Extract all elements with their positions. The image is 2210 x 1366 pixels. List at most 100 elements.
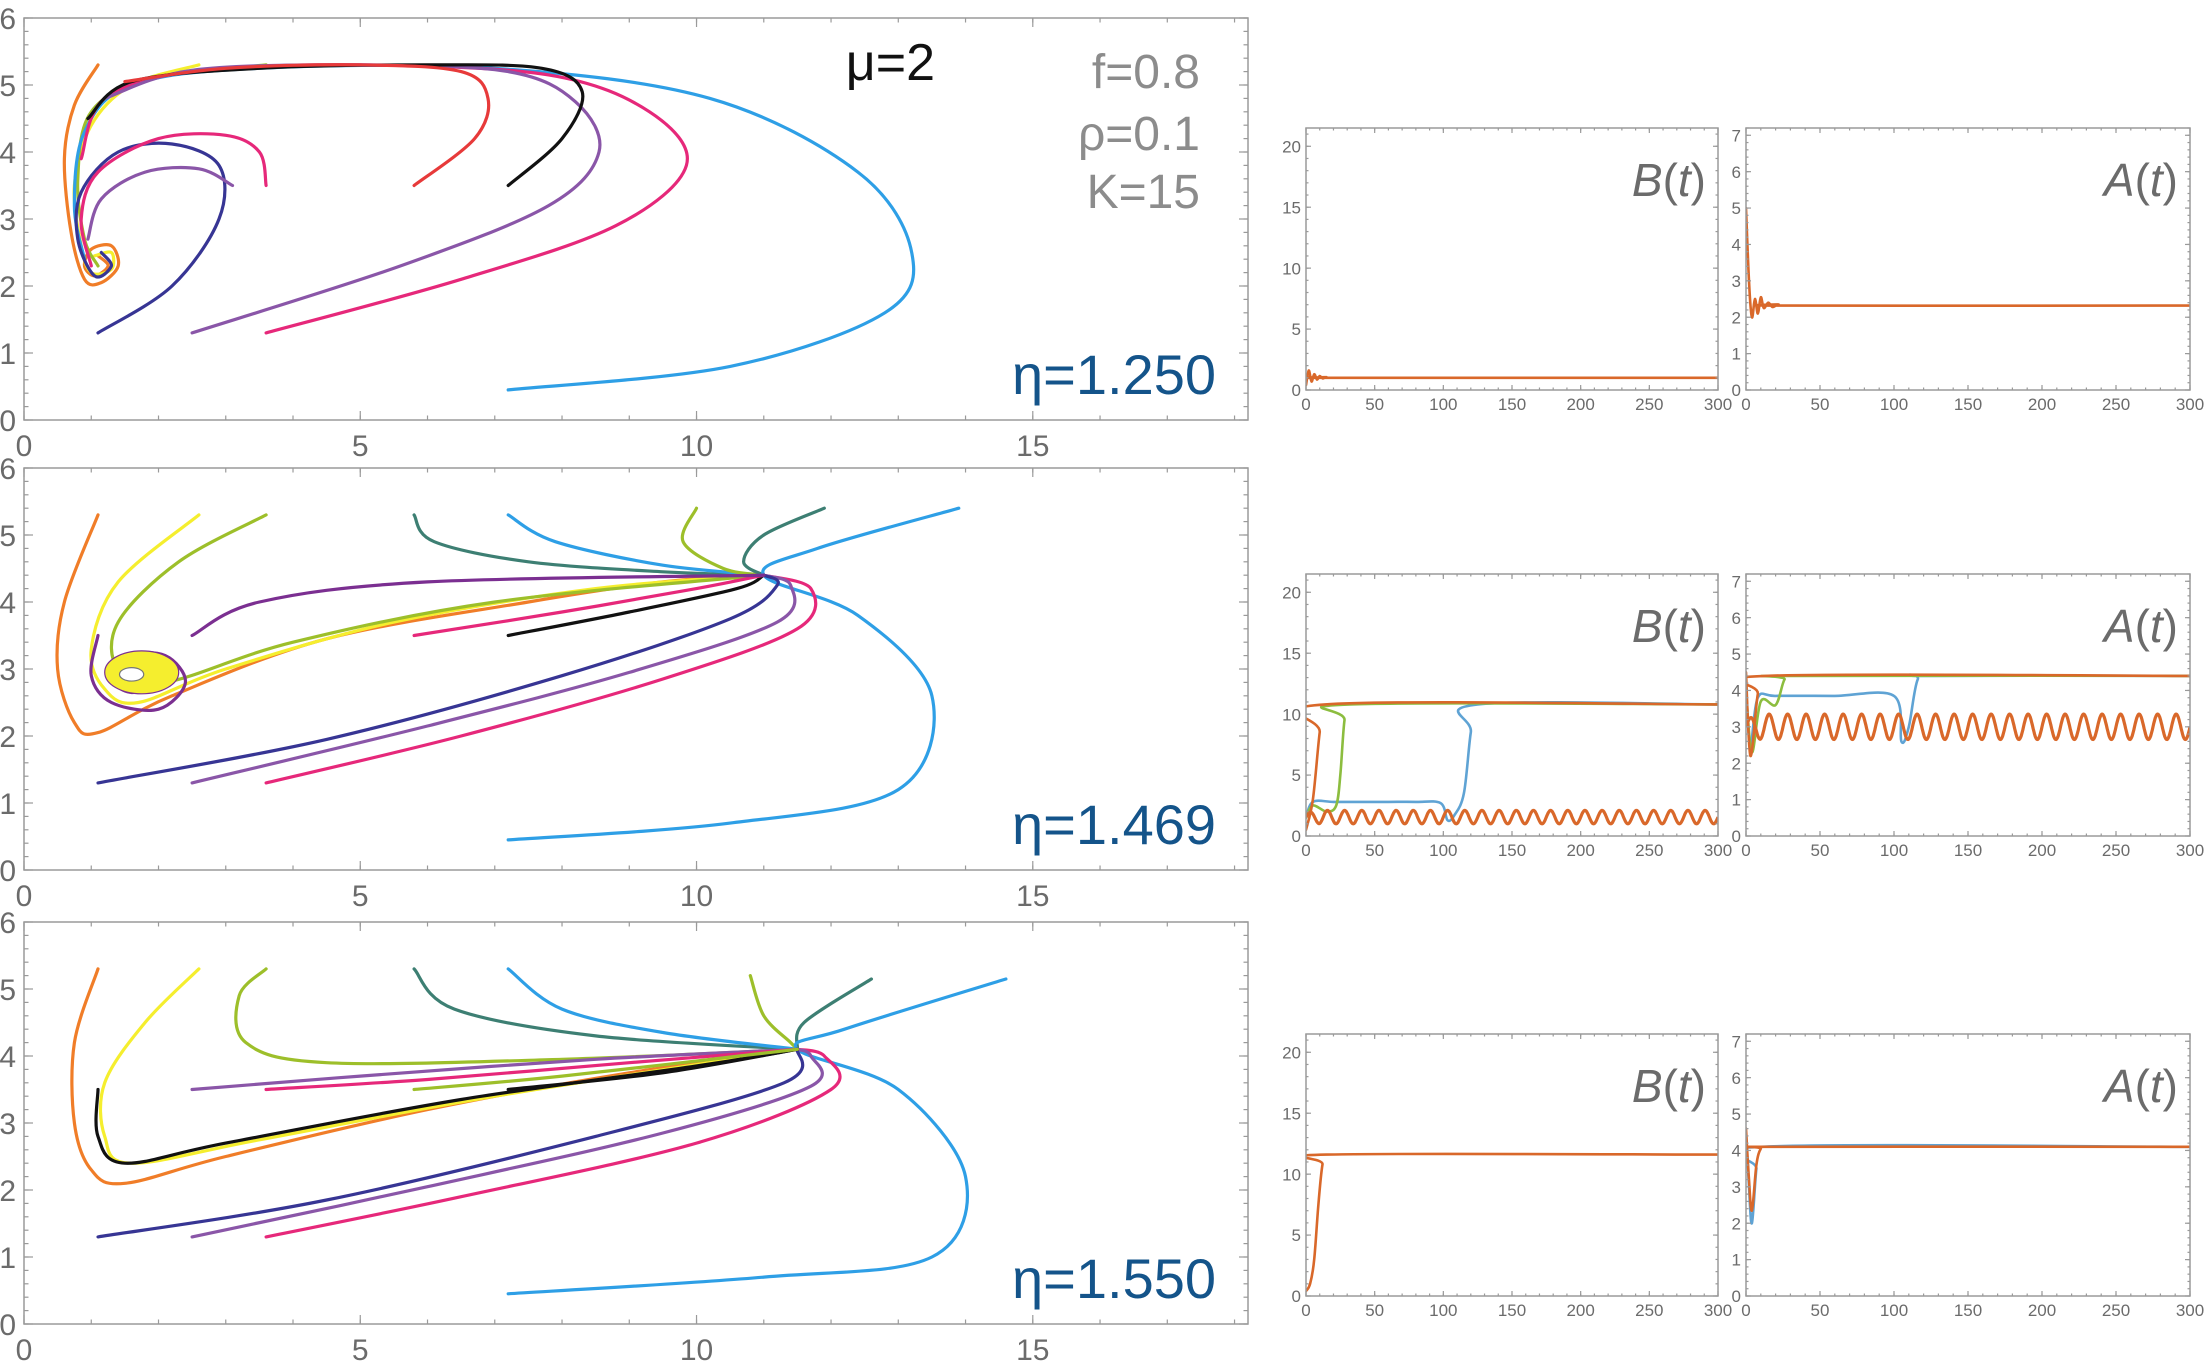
series-line-0 [1306, 701, 1718, 823]
y-tick-label: 5 [1292, 320, 1301, 339]
series-line-7 [123, 63, 491, 188]
limit-cycle-region-1 [118, 667, 145, 682]
time-variable: t [2150, 600, 2165, 652]
y-tick-label: 2 [0, 271, 16, 304]
series-line-5 [748, 974, 799, 1051]
eta-label: η=1.469 [1012, 793, 1216, 856]
series-line-5 [680, 506, 766, 577]
series-line-2 [1746, 671, 2190, 758]
series-line-12 [190, 1047, 799, 1092]
y-tick-label: 0 [1732, 381, 1741, 400]
y-tick-label: 3 [0, 204, 16, 237]
x-tick-label: 200 [1566, 395, 1594, 414]
x-tick-label: 200 [2028, 841, 2056, 860]
variable-label: A(t) [2101, 154, 2178, 206]
series-line-14 [506, 1047, 799, 1092]
x-tick-label: 150 [1498, 841, 1526, 860]
y-tick-label: 5 [1732, 199, 1741, 218]
x-tick-label: 300 [2176, 841, 2204, 860]
x-tick-label: 5 [352, 880, 369, 913]
open-paren: ( [2135, 1060, 2151, 1112]
time-series-lines [1746, 671, 2190, 758]
y-tick-label: 4 [0, 587, 16, 620]
variable-label: A(t) [2101, 600, 2178, 652]
x-tick-label: 50 [1365, 841, 1384, 860]
y-tick-label: 3 [1732, 1178, 1741, 1197]
y-tick-label: 0 [1292, 381, 1301, 400]
y-tick-label: 5 [0, 974, 16, 1007]
param-rho-label: ρ=0.1 [1078, 108, 1200, 161]
series-line-4 [79, 63, 689, 335]
series-line-10 [96, 1047, 805, 1239]
x-tick-label: 0 [1301, 1301, 1310, 1320]
y-tick-label: 4 [1732, 682, 1741, 701]
close-paren: ) [2163, 600, 2178, 652]
y-tick-label: 5 [0, 70, 16, 103]
y-tick-label: 20 [1282, 1043, 1301, 1062]
series-line-2 [1306, 701, 1718, 832]
trajectories [70, 967, 1008, 1296]
x-tick-label: 100 [1880, 1301, 1908, 1320]
x-tick-label: 10 [680, 880, 713, 913]
y-tick-label: 3 [0, 1108, 16, 1141]
y-tick-label: 5 [1292, 766, 1301, 785]
y-tick-label: 0 [1732, 827, 1741, 846]
x-tick-label: 0 [1301, 841, 1310, 860]
x-tick-label: 15 [1016, 430, 1049, 463]
variable-name: A [2101, 600, 2135, 652]
x-tick-label: 250 [2102, 1301, 2130, 1320]
time-series-lines [1306, 369, 1718, 387]
x-tick-label: 300 [2176, 1301, 2204, 1320]
time-series-lines [1306, 701, 1718, 832]
variable-name: B [1632, 154, 1663, 206]
time-variable: t [1678, 154, 1693, 206]
x-tick-label: 15 [1016, 1334, 1049, 1366]
x-tick-label: 100 [1429, 395, 1457, 414]
open-paren: ( [2135, 600, 2151, 652]
series-line-7 [506, 506, 961, 842]
x-tick-label: 100 [1429, 1301, 1457, 1320]
y-tick-label: 7 [1732, 1032, 1741, 1051]
series-line-9 [79, 132, 268, 268]
time-series-lines [1306, 1152, 1718, 1293]
series-line-12 [412, 573, 766, 638]
series-line-1 [1306, 701, 1718, 819]
series-line-1 [72, 63, 201, 276]
y-tick-label: 10 [1282, 259, 1301, 278]
x-tick-label: 15 [1016, 880, 1049, 913]
y-tick-label: 1 [0, 788, 16, 821]
x-tick-label: 250 [2102, 395, 2130, 414]
open-paren: ( [2135, 154, 2151, 206]
x-tick-label: 10 [680, 1334, 713, 1366]
series-line-15 [412, 1047, 799, 1092]
series-line-7 [506, 977, 1008, 1296]
x-tick-label: 0 [1741, 395, 1750, 414]
y-tick-label: 4 [1732, 1142, 1741, 1161]
x-tick-label: 150 [1954, 395, 1982, 414]
y-tick-label: 6 [1732, 163, 1741, 182]
y-tick-label: 1 [1732, 345, 1741, 364]
x-tick-label: 100 [1880, 395, 1908, 414]
y-tick-label: 2 [1732, 308, 1741, 327]
mu-label: μ=2 [846, 34, 935, 92]
x-tick-label: 50 [1365, 1301, 1384, 1320]
x-tick-label: 50 [1365, 395, 1384, 414]
x-tick-label: 0 [1301, 395, 1310, 414]
x-tick-label: 150 [1498, 1301, 1526, 1320]
y-tick-label: 15 [1282, 198, 1301, 217]
y-tick-label: 0 [1292, 827, 1301, 846]
y-tick-label: 0 [0, 855, 16, 888]
series-line-9 [190, 573, 797, 785]
x-tick-label: 50 [1811, 395, 1830, 414]
series-line-9 [190, 1047, 824, 1239]
open-paren: ( [1663, 1060, 1679, 1112]
x-tick-label: 150 [1954, 841, 1982, 860]
param-K-label: K=15 [1087, 166, 1200, 219]
series-line-3 [1746, 712, 2190, 742]
series-line-1 [1746, 674, 2190, 754]
close-paren: ) [1691, 600, 1706, 652]
series-line-13 [264, 1047, 799, 1092]
x-tick-label: 300 [2176, 395, 2204, 414]
x-tick-label: 250 [1635, 395, 1663, 414]
x-tick-label: 300 [1704, 841, 1732, 860]
